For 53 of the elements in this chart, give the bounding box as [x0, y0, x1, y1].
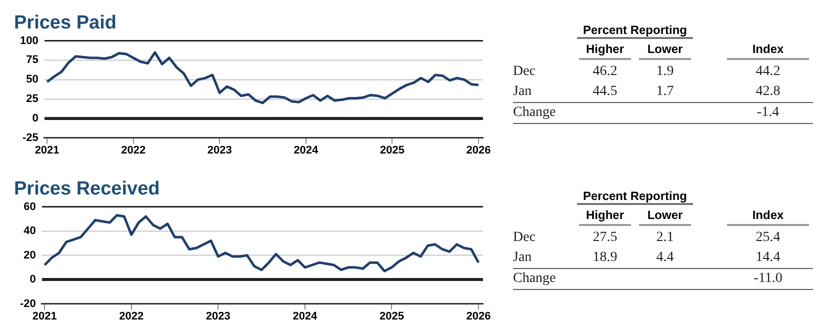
data-label: -11.0	[723, 268, 813, 290]
data-label: 4.4	[655, 249, 675, 267]
text: Index	[727, 42, 809, 60]
category-label: Jan	[513, 83, 533, 101]
data-label: 14.4	[754, 249, 782, 267]
text: Higher	[579, 42, 631, 60]
category-label: Change	[513, 268, 575, 290]
x-tick-label: 2023	[207, 144, 232, 156]
x-tick-label: 2022	[119, 310, 144, 322]
category-label: Jan	[513, 249, 533, 267]
y-tick-label: -20	[20, 298, 36, 310]
data-label: 25.4	[754, 229, 782, 247]
y-tick-label: 100	[20, 34, 38, 47]
data-label: 27.5	[592, 229, 618, 247]
data-label: 18.9	[592, 249, 618, 267]
y-tick-label: 0	[32, 112, 38, 124]
y-tick-label: 40	[24, 225, 36, 238]
data-label: 44.5	[592, 83, 618, 101]
category-label: Dec	[513, 63, 537, 81]
x-tick-label: 2023	[206, 310, 230, 322]
data-label: 1.7	[655, 83, 675, 101]
data-label: 42.8	[754, 83, 782, 101]
text: Index	[727, 208, 809, 226]
category-label: Dec	[513, 229, 537, 247]
data-label: 2.1	[655, 229, 675, 247]
y-tick-label: 0	[30, 274, 36, 286]
text: Higher	[579, 208, 631, 226]
x-tick-label: 2024	[294, 144, 320, 156]
data-label: 44.2	[754, 63, 782, 81]
y-tick-label: -25	[22, 132, 38, 144]
x-tick-label: 2025	[380, 144, 404, 156]
x-tick-label: 2024	[292, 310, 318, 322]
y-tick-label: 25	[26, 93, 38, 106]
x-tick-label: 2026	[466, 144, 491, 156]
y-tick-label: 50	[26, 74, 38, 86]
chart-title: Prices Paid	[14, 12, 116, 34]
data-label: -1.4	[723, 102, 813, 124]
x-tick-label: 2025	[379, 310, 404, 322]
x-tick-label: 2022	[121, 144, 146, 156]
y-tick-label: 75	[26, 54, 38, 66]
x-tick-label: 2021	[34, 144, 60, 156]
text: Lower	[639, 208, 691, 226]
y-tick-label: 60	[24, 200, 36, 213]
chart-title: Prices Received	[14, 178, 160, 200]
x-tick-label: 2021	[32, 310, 57, 322]
x-tick-label: 2026	[466, 310, 491, 322]
text: Percent Reporting	[577, 189, 693, 205]
y-tick-label: 20	[24, 249, 36, 262]
data-label: 46.2	[592, 63, 618, 81]
text: Lower	[639, 42, 691, 60]
data-label: 1.9	[655, 63, 675, 81]
text: Percent Reporting	[577, 23, 693, 39]
category-label: Change	[513, 102, 575, 124]
